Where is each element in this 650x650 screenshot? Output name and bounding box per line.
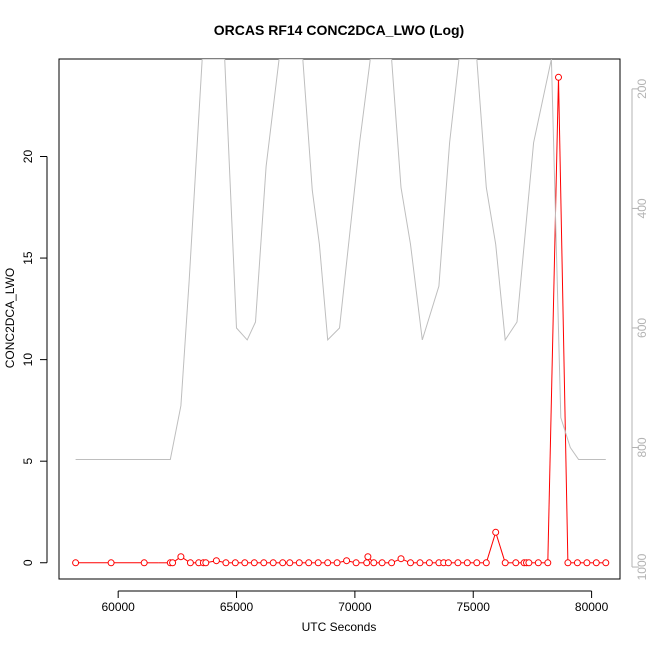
data-point bbox=[583, 559, 591, 567]
data-point bbox=[534, 559, 542, 567]
y-axis-label: CONC2DCA_LWO bbox=[3, 268, 17, 368]
data-point bbox=[186, 559, 194, 567]
data-point bbox=[573, 559, 581, 567]
data-point bbox=[370, 559, 378, 567]
data-point bbox=[250, 559, 258, 567]
y2-tick-label: 1000 bbox=[635, 553, 649, 580]
x-axis-label: UTC Seconds bbox=[302, 620, 377, 634]
data-point bbox=[407, 559, 414, 567]
data-point bbox=[501, 559, 509, 567]
series-line-2 bbox=[75, 59, 606, 460]
data-point bbox=[473, 559, 481, 567]
series-layer bbox=[72, 59, 610, 567]
x-tick-label: 75000 bbox=[457, 600, 491, 614]
data-point bbox=[363, 559, 371, 567]
data-point bbox=[555, 73, 562, 81]
data-point bbox=[364, 553, 372, 561]
series-segment bbox=[485, 532, 497, 563]
series-segment bbox=[558, 77, 569, 563]
data-point bbox=[592, 559, 600, 567]
data-point bbox=[425, 559, 433, 567]
data-point bbox=[492, 528, 500, 536]
data-point bbox=[286, 559, 294, 567]
data-point bbox=[463, 559, 471, 567]
data-point bbox=[602, 559, 610, 567]
data-point bbox=[305, 559, 313, 567]
data-point bbox=[388, 559, 396, 567]
data-point bbox=[352, 559, 360, 567]
data-point bbox=[169, 559, 177, 567]
data-point bbox=[241, 559, 249, 567]
axes-layer: 60000 65000 70000 75000 80000 0 5 10 15 20 200 400 6… bbox=[21, 79, 649, 614]
data-point bbox=[454, 559, 462, 567]
data-point bbox=[231, 559, 239, 567]
data-point bbox=[397, 555, 405, 563]
chart-title: ORCAS RF14 CONC2DCA_LWO (Log) bbox=[214, 22, 464, 38]
x-tick-label: 60000 bbox=[101, 600, 135, 614]
data-point bbox=[482, 559, 490, 567]
series-segment bbox=[495, 532, 506, 563]
y-tick-label: 10 bbox=[21, 353, 35, 367]
data-point bbox=[202, 559, 210, 567]
y2-tick-label: 800 bbox=[635, 437, 649, 457]
y-tick-label: 15 bbox=[21, 251, 35, 265]
x-tick-label: 65000 bbox=[220, 600, 254, 614]
plot-area-box bbox=[58, 58, 621, 580]
series-segment bbox=[547, 77, 559, 563]
data-point bbox=[544, 559, 552, 567]
data-point bbox=[564, 559, 572, 567]
data-point bbox=[177, 553, 185, 561]
data-point bbox=[314, 559, 322, 567]
y-tick-label: 5 bbox=[21, 458, 35, 465]
y2-tick-label: 600 bbox=[635, 318, 649, 338]
data-point bbox=[269, 559, 277, 567]
y2-tick-label: 400 bbox=[635, 198, 649, 218]
y2-tick-label: 200 bbox=[635, 79, 649, 99]
data-point bbox=[512, 559, 520, 567]
data-point bbox=[378, 559, 386, 567]
y-tick-label: 0 bbox=[21, 559, 35, 566]
data-point bbox=[333, 559, 341, 567]
data-point bbox=[343, 557, 351, 565]
data-point bbox=[416, 559, 424, 567]
data-point bbox=[222, 559, 230, 567]
x-tick-label: 70000 bbox=[338, 600, 372, 614]
data-point bbox=[140, 559, 148, 567]
data-point bbox=[444, 559, 452, 567]
data-point bbox=[279, 559, 287, 567]
data-point bbox=[72, 559, 80, 567]
y-tick-label: 20 bbox=[21, 150, 35, 164]
data-point bbox=[260, 559, 268, 567]
data-point bbox=[295, 559, 303, 567]
data-point bbox=[525, 559, 533, 567]
data-point bbox=[212, 557, 220, 565]
data-point bbox=[107, 559, 115, 567]
x-tick-label: 80000 bbox=[575, 600, 609, 614]
data-point bbox=[324, 559, 332, 567]
